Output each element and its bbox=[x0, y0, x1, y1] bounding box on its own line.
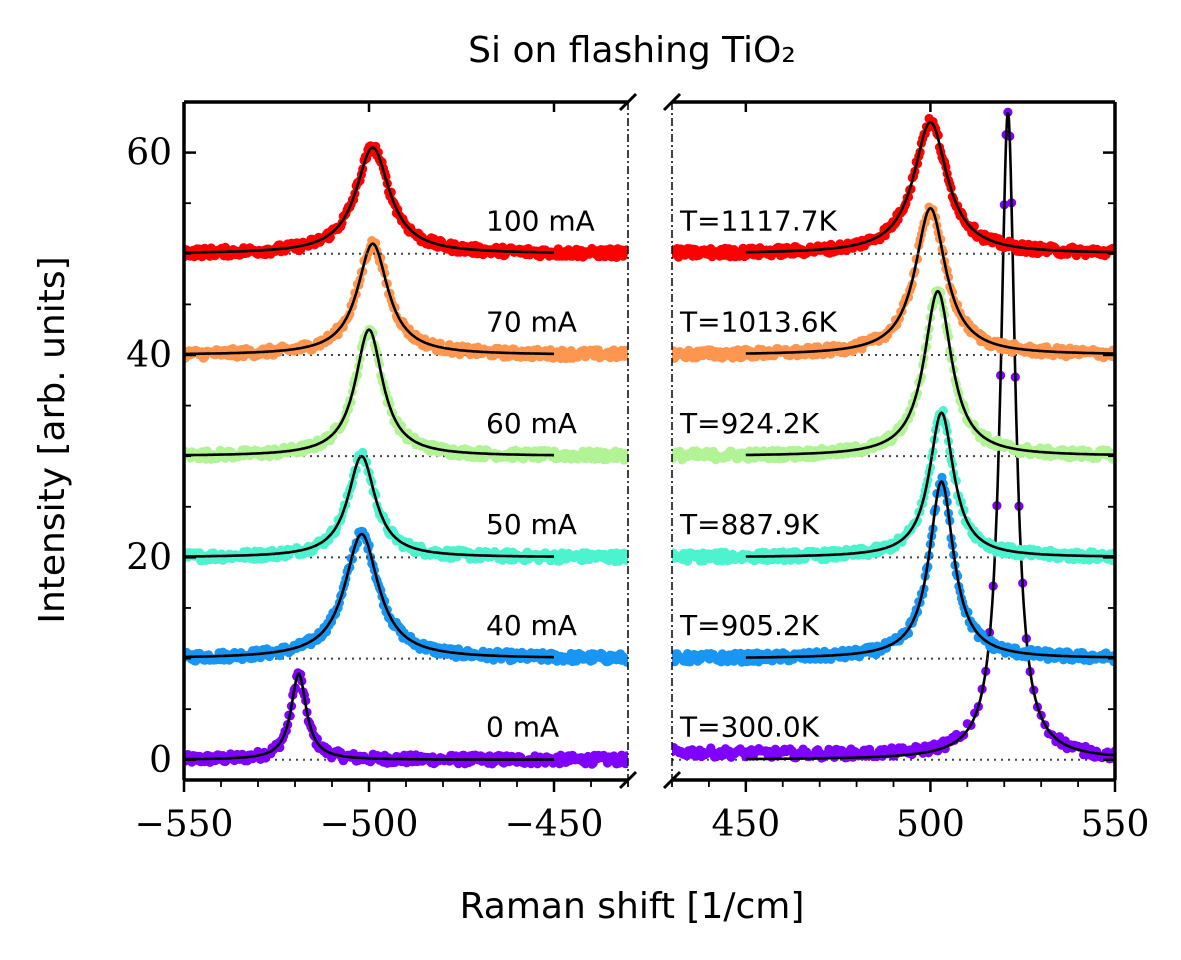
left-series-1 bbox=[184, 526, 628, 667]
left-series-0 bbox=[184, 668, 628, 769]
left-data-point bbox=[622, 245, 628, 255]
temperature-label: T=1013.6K bbox=[679, 306, 838, 339]
current-label: 70 mA bbox=[486, 306, 577, 339]
y-axis-label: Intensity [arb. units] bbox=[32, 256, 73, 623]
left-fit-line-2 bbox=[184, 454, 554, 558]
right-fit-line-1 bbox=[745, 479, 1115, 659]
left-x-tick-label: −450 bbox=[505, 804, 604, 845]
left-data-point bbox=[621, 759, 628, 769]
right-fit-line-2 bbox=[745, 411, 1115, 558]
right-plot-area bbox=[672, 107, 1115, 764]
left-data-point bbox=[622, 453, 628, 463]
left-data-point bbox=[622, 351, 628, 361]
right-series-3 bbox=[672, 285, 1115, 465]
left-series-3 bbox=[184, 324, 628, 465]
axis-break-mark bbox=[662, 92, 682, 112]
current-label: 100 mA bbox=[486, 204, 595, 237]
left-series-2 bbox=[184, 447, 628, 567]
left-fit-line-3 bbox=[184, 328, 554, 457]
left-panel: 0 mA 40 mA 50 mA 60 mA 70 mA 100 mA bbox=[184, 141, 628, 769]
axis-break-mark bbox=[618, 92, 638, 112]
right-fit-line-0 bbox=[745, 111, 1115, 761]
current-label: 40 mA bbox=[486, 609, 577, 642]
y-tick-label: 0 bbox=[149, 740, 172, 781]
right-series-5 bbox=[672, 113, 1115, 262]
right-fit-line-4 bbox=[745, 206, 1115, 355]
current-label: 60 mA bbox=[486, 407, 577, 440]
right-series-2 bbox=[672, 405, 1115, 566]
current-label: 0 mA bbox=[486, 710, 559, 743]
right-x-tick-label: 500 bbox=[896, 804, 965, 845]
axes-overlay: 0 20 40 60 −550 −500 −450 450 500 550 bbox=[126, 92, 1150, 845]
left-data-point bbox=[328, 431, 338, 441]
left-data-point bbox=[622, 555, 628, 566]
left-data-point bbox=[622, 751, 628, 761]
y-tick-label: 20 bbox=[126, 537, 172, 578]
temperature-label: T=1117.7K bbox=[679, 204, 838, 237]
left-series-4 bbox=[184, 236, 628, 364]
left-fit-line-5 bbox=[184, 146, 554, 254]
x-axis-label: Raman shift [1/cm] bbox=[460, 886, 805, 927]
temperature-label: T=887.9K bbox=[679, 508, 820, 541]
left-data-point bbox=[622, 657, 628, 667]
y-tick-label: 60 bbox=[126, 133, 172, 174]
left-fit-line-0 bbox=[184, 671, 554, 761]
left-fit-line-4 bbox=[184, 242, 554, 356]
left-series-5 bbox=[184, 141, 628, 262]
right-fit-line-3 bbox=[745, 289, 1115, 457]
temperature-label: T=924.2K bbox=[679, 407, 820, 440]
temperature-label: T=300.0K bbox=[679, 710, 820, 743]
left-data-point bbox=[358, 447, 368, 457]
right-x-tick-label: 450 bbox=[711, 804, 780, 845]
right-panel: T=300.0K T=905.2K T=887.9K T=924.2K T=1013.6… bbox=[672, 107, 1115, 764]
right-series-1 bbox=[672, 472, 1115, 667]
chart-title: Si on flashing TiO₂ bbox=[468, 30, 796, 71]
left-fit-line-1 bbox=[184, 532, 554, 659]
right-fit-line-5 bbox=[745, 120, 1115, 254]
current-label: 50 mA bbox=[486, 508, 577, 541]
temperature-label: T=905.2K bbox=[679, 609, 820, 642]
right-data-point bbox=[936, 287, 946, 297]
left-x-tick-label: −550 bbox=[135, 804, 234, 845]
right-series-4 bbox=[672, 202, 1115, 363]
left-plot-area bbox=[184, 141, 628, 769]
left-x-tick-label: −500 bbox=[320, 804, 419, 845]
right-series-0 bbox=[672, 107, 1115, 764]
y-tick-label: 40 bbox=[126, 335, 172, 376]
right-x-tick-label: 550 bbox=[1081, 804, 1150, 845]
